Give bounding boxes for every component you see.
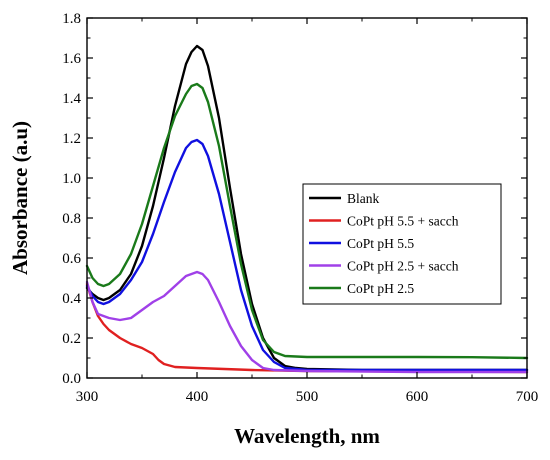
y-tick-label: 1.6 <box>62 51 81 67</box>
legend-label: CoPt pH 2.5 <box>347 281 414 296</box>
y-tick-label: 0.8 <box>62 211 81 227</box>
y-tick-label: 0.0 <box>62 371 81 387</box>
y-axis-label: Absorbance (a.u) <box>8 121 32 275</box>
y-tick-label: 0.4 <box>62 291 81 307</box>
ticks-layer <box>86 17 528 379</box>
x-tick-label: 400 <box>186 389 209 405</box>
series-line-5 <box>85 82 529 360</box>
x-tick-label: 600 <box>406 389 429 405</box>
y-tick-label: 1.4 <box>62 91 81 107</box>
legend-label: Blank <box>347 191 379 206</box>
legend-items: Blank CoPt pH 5.5 + sacch CoPt pH 5.5 CoPt … <box>309 191 459 296</box>
series-line-3 <box>85 138 529 372</box>
y-tick-label: 1.8 <box>62 11 81 27</box>
series-line-4 <box>85 270 529 374</box>
tick-labels-layer: 300 400 500 600 700 0.0 0.2 0.4 0.6 0.8 1.0 1.2 1.4 1… <box>62 11 538 405</box>
legend-label: CoPt pH 5.5 + sacch <box>347 214 459 229</box>
y-tick-label: 0.2 <box>62 331 81 347</box>
series-layer <box>85 44 529 374</box>
legend-label: CoPt pH 2.5 + sacch <box>347 259 459 274</box>
x-tick-label: 700 <box>516 389 539 405</box>
y-tick-label: 1.0 <box>62 171 81 187</box>
y-tick-label: 0.6 <box>62 251 81 267</box>
legend: Blank CoPt pH 5.5 + sacch CoPt pH 5.5 CoPt … <box>302 183 502 305</box>
x-axis-label: Wavelength, nm <box>234 424 380 448</box>
x-tick-label: 300 <box>76 389 99 405</box>
y-tick-label: 1.2 <box>62 131 81 147</box>
x-tick-label: 500 <box>296 389 319 405</box>
legend-label: CoPt pH 5.5 <box>347 236 414 251</box>
